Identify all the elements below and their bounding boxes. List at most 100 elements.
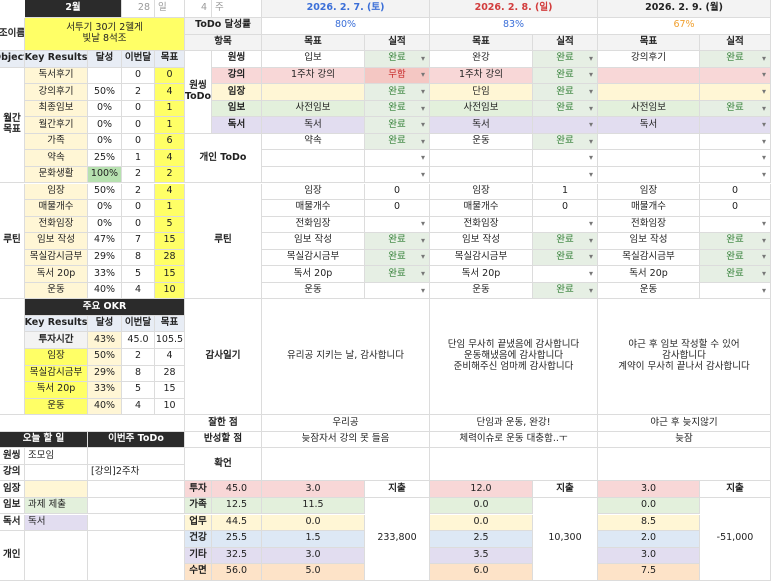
today-label: 강의 — [0, 464, 25, 482]
okr-month: 8 — [122, 365, 155, 383]
result-dropdown: 완료 — [365, 84, 430, 101]
kr-goal: 1 — [155, 100, 185, 118]
kr-goal: 5 — [155, 216, 185, 234]
personal-label: 개인 ToDo — [185, 133, 262, 184]
today-title: 오늘 할 일 — [0, 431, 88, 449]
kr-goal: 1 — [155, 200, 185, 217]
result-dropdown — [533, 150, 598, 167]
day-goal — [598, 133, 700, 151]
day-goal: 전화임장 — [262, 216, 365, 234]
kr-month: 2 — [122, 183, 155, 201]
time-total: 44.5 — [212, 514, 262, 532]
time-total: 25.5 — [212, 531, 262, 548]
spend-label: 지출 — [365, 481, 430, 498]
monthly-header: Key Results — [25, 51, 88, 68]
monthly-label: 월간 목표 — [0, 67, 25, 184]
result-dropdown: 완료 — [365, 133, 430, 151]
text-line: 빛날 8석조 — [82, 33, 127, 45]
result-header: 실적 — [700, 34, 771, 52]
result-dropdown — [533, 266, 598, 283]
text-line: 단임 무사히 끝냈음에 감사합니다 — [447, 339, 580, 351]
kr-goal: 4 — [155, 150, 185, 167]
result-dropdown: 완료 — [533, 233, 598, 250]
result-dropdown: 완료 — [700, 233, 771, 250]
spend-label: 지출 — [700, 481, 771, 498]
kr-name: 문화생활 — [25, 166, 88, 184]
day-goal: 임장 — [430, 183, 533, 201]
kr-rate: 0% — [88, 117, 122, 134]
kr-month: 0 — [122, 200, 155, 217]
day-goal: 전화임장 — [430, 216, 533, 234]
spend-value: -51,000 — [700, 497, 771, 581]
kr-month: 0 — [122, 216, 155, 234]
okr-goal: 4 — [155, 349, 185, 366]
day-goal: 매물개수 — [262, 200, 365, 217]
time-value: 8.5 — [598, 514, 700, 532]
week-item — [88, 531, 185, 581]
kr-name: 강의후기 — [25, 84, 88, 101]
time-value: 12.0 — [430, 481, 533, 498]
day-result: 0 — [365, 200, 430, 217]
day-goal: 임보 작성 — [262, 233, 365, 250]
result-dropdown: 완료 — [700, 249, 771, 267]
result-dropdown: 완료 — [700, 51, 771, 68]
day-goal: 운동 — [430, 133, 533, 151]
time-value: 2.0 — [598, 531, 700, 548]
time-value: 0.0 — [430, 514, 533, 532]
okr-month: 45.0 — [122, 332, 155, 349]
result-dropdown: 완료 — [533, 84, 598, 101]
onething-item: 강의 — [212, 67, 262, 85]
okr-name: 임장 — [25, 349, 88, 366]
kr-name: 독서후기 — [25, 67, 88, 85]
week-item — [88, 514, 185, 532]
kr-rate: 33% — [88, 266, 122, 283]
time-value: 0.0 — [430, 497, 533, 515]
goal-header: 목표 — [430, 34, 533, 52]
okr-title: 주요 OKR — [25, 299, 185, 316]
good-entry: 우리공 — [262, 415, 430, 432]
day-goal — [262, 84, 365, 101]
weeks-unit: 주 — [212, 0, 262, 18]
kr-rate: 29% — [88, 249, 122, 267]
month: 2월 — [25, 0, 122, 18]
text-line: 월간 — [3, 113, 21, 125]
text-line: 감사합니다 — [662, 350, 706, 362]
day-result: 0 — [365, 183, 430, 201]
text-line: 서투기 30기 2헬게 — [66, 22, 143, 34]
today-item: 과제 제출 — [25, 497, 88, 515]
today-label: 임보 — [0, 497, 25, 515]
okr-rate: 50% — [88, 349, 122, 366]
kr-name: 매물개수 — [25, 200, 88, 217]
day-goal: 매물개수 — [598, 200, 700, 217]
good-label: 잘한 점 — [185, 415, 262, 432]
kr-goal: 15 — [155, 233, 185, 250]
time-value: 11.5 — [262, 497, 365, 515]
day-goal — [262, 150, 365, 167]
kr-name: 임장 — [25, 183, 88, 201]
routine-label: 루틴 — [0, 183, 25, 300]
today-label: 임장 — [0, 481, 25, 498]
kr-rate: 40% — [88, 282, 122, 300]
kr-month: 1 — [122, 150, 155, 167]
kr-goal: 15 — [155, 266, 185, 283]
day-goal: 전화임장 — [598, 216, 700, 234]
kr-month: 0 — [122, 67, 155, 85]
affirm-label: 확언 — [185, 448, 262, 482]
okr-header: 달성 — [88, 315, 122, 333]
spend-label: 지출 — [533, 481, 598, 498]
kr-name: 임보 작성 — [25, 233, 88, 250]
result-dropdown: 완료 — [365, 51, 430, 68]
okr-rate: 40% — [88, 398, 122, 416]
day-goal: 임장 — [598, 183, 700, 201]
monthly-header: Objecti — [0, 51, 25, 68]
result-dropdown: 완료 — [533, 100, 598, 118]
good-entry: 야근 후 늦지않기 — [598, 415, 771, 432]
days-unit: 일 — [155, 0, 185, 18]
time-label: 건강 — [185, 531, 212, 548]
result-dropdown: 완료 — [533, 67, 598, 85]
gratitude-entry: 유리공 지키는 날, 감사합니다 — [262, 299, 430, 416]
date-header: 2026. 2. 7. (토) — [262, 0, 430, 18]
kr-month: 2 — [122, 84, 155, 101]
result-dropdown — [700, 282, 771, 300]
okr-goal: 105.5 — [155, 332, 185, 349]
